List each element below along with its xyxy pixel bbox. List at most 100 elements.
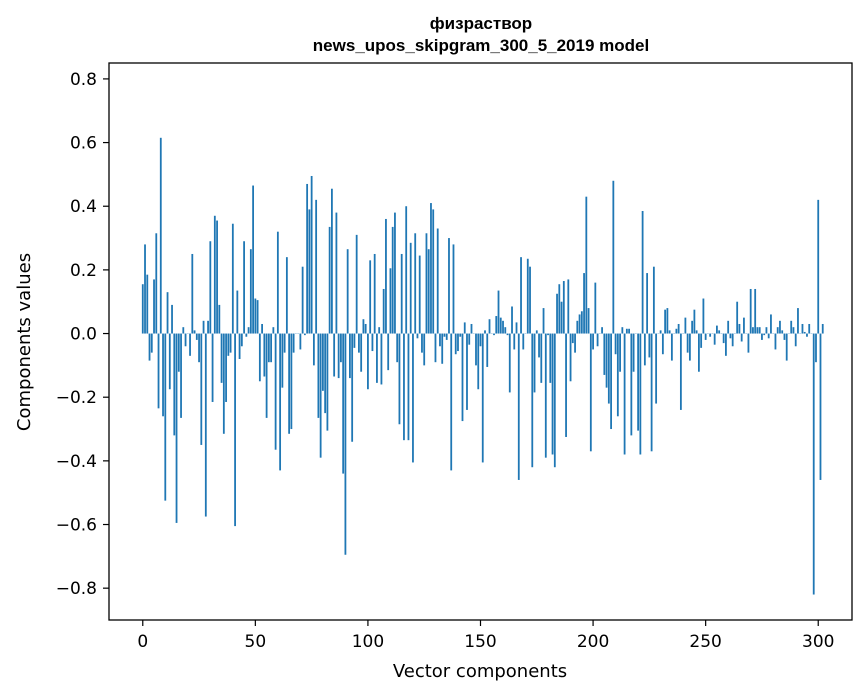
bar: [229, 333, 232, 353]
x-tick-label: 0: [137, 632, 148, 652]
bar: [326, 333, 329, 431]
bar: [594, 282, 597, 334]
bar: [380, 333, 383, 385]
bar: [272, 327, 275, 334]
bar: [209, 241, 212, 334]
bar: [436, 228, 439, 334]
bar: [249, 249, 252, 334]
bar: [763, 333, 766, 336]
bar: [607, 333, 610, 404]
bar: [821, 323, 824, 334]
bar: [569, 333, 572, 382]
bar: [360, 333, 363, 372]
bar: [331, 188, 333, 334]
bar: [141, 284, 144, 334]
bar: [225, 333, 227, 402]
bar: [227, 333, 230, 356]
bar: [603, 333, 606, 375]
bar: [373, 253, 376, 334]
bar: [538, 333, 540, 358]
bar: [240, 333, 243, 347]
bar: [461, 333, 464, 422]
bar: [247, 327, 250, 334]
bar: [632, 333, 635, 372]
bar: [623, 333, 626, 455]
bar: [781, 330, 784, 334]
bar: [819, 333, 822, 480]
bar: [263, 333, 266, 377]
bar: [576, 320, 579, 334]
bar: [162, 333, 164, 417]
bar: [382, 288, 385, 334]
bar: [371, 333, 374, 352]
bar: [567, 279, 570, 334]
bar: [812, 333, 815, 595]
bar: [803, 331, 806, 334]
bar: [592, 333, 594, 350]
bar: [709, 333, 712, 337]
bar: [344, 333, 347, 555]
bar: [448, 238, 450, 334]
bar: [346, 249, 349, 334]
bar: [351, 333, 354, 442]
bar: [416, 333, 419, 339]
bar: [148, 333, 151, 361]
bar: [776, 327, 779, 334]
bar: [387, 333, 390, 371]
bar: [817, 199, 820, 334]
bars-group: [141, 137, 824, 595]
bar: [668, 330, 671, 334]
bar: [265, 333, 268, 418]
bar: [743, 317, 745, 334]
bar: [189, 333, 191, 356]
bar: [335, 212, 338, 334]
bar: [427, 249, 430, 334]
chart-subtitle: news_upos_skipgram_300_5_2019 model: [313, 36, 649, 55]
bar: [619, 333, 621, 372]
bar: [153, 279, 155, 334]
bar: [398, 333, 401, 425]
bar: [477, 333, 480, 390]
bar: [747, 333, 750, 353]
bar: [301, 266, 304, 334]
bar: [765, 327, 768, 334]
bar: [643, 333, 646, 366]
bar: [587, 308, 590, 334]
bar: [722, 333, 725, 344]
bar: [364, 323, 367, 334]
bar: [470, 323, 473, 334]
bar: [144, 244, 146, 334]
bar: [222, 333, 225, 434]
x-axis-ticks: 0 50 100 150 200 250 300: [137, 620, 834, 652]
bar: [423, 333, 426, 366]
bar: [358, 333, 360, 353]
bar: [495, 316, 498, 334]
bar: [412, 333, 414, 463]
bar: [493, 333, 495, 336]
bar: [630, 333, 633, 436]
bar: [317, 333, 320, 418]
bar: [213, 215, 216, 334]
bar: [666, 308, 669, 334]
bar: [425, 233, 428, 334]
bar: [337, 333, 340, 379]
bar: [736, 301, 739, 334]
bar: [177, 333, 180, 372]
bar: [454, 333, 457, 355]
bar: [211, 333, 214, 402]
bar: [391, 226, 394, 334]
bar: [407, 333, 410, 441]
bar: [560, 301, 563, 334]
bar: [333, 333, 336, 377]
bar: [497, 290, 500, 334]
bar: [761, 333, 763, 340]
bar: [173, 333, 176, 436]
x-tick-label: 300: [802, 632, 834, 652]
bar: [306, 183, 309, 334]
bar: [756, 327, 759, 334]
bar: [292, 333, 295, 353]
bar: [565, 333, 567, 437]
bar: [315, 199, 318, 334]
bar: [549, 333, 552, 383]
bar: [175, 333, 178, 523]
